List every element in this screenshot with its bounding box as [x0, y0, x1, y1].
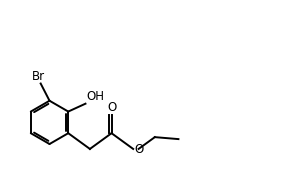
Text: O: O [107, 101, 116, 114]
Text: Br: Br [32, 70, 45, 83]
Text: OH: OH [86, 90, 104, 103]
Text: O: O [135, 143, 144, 156]
